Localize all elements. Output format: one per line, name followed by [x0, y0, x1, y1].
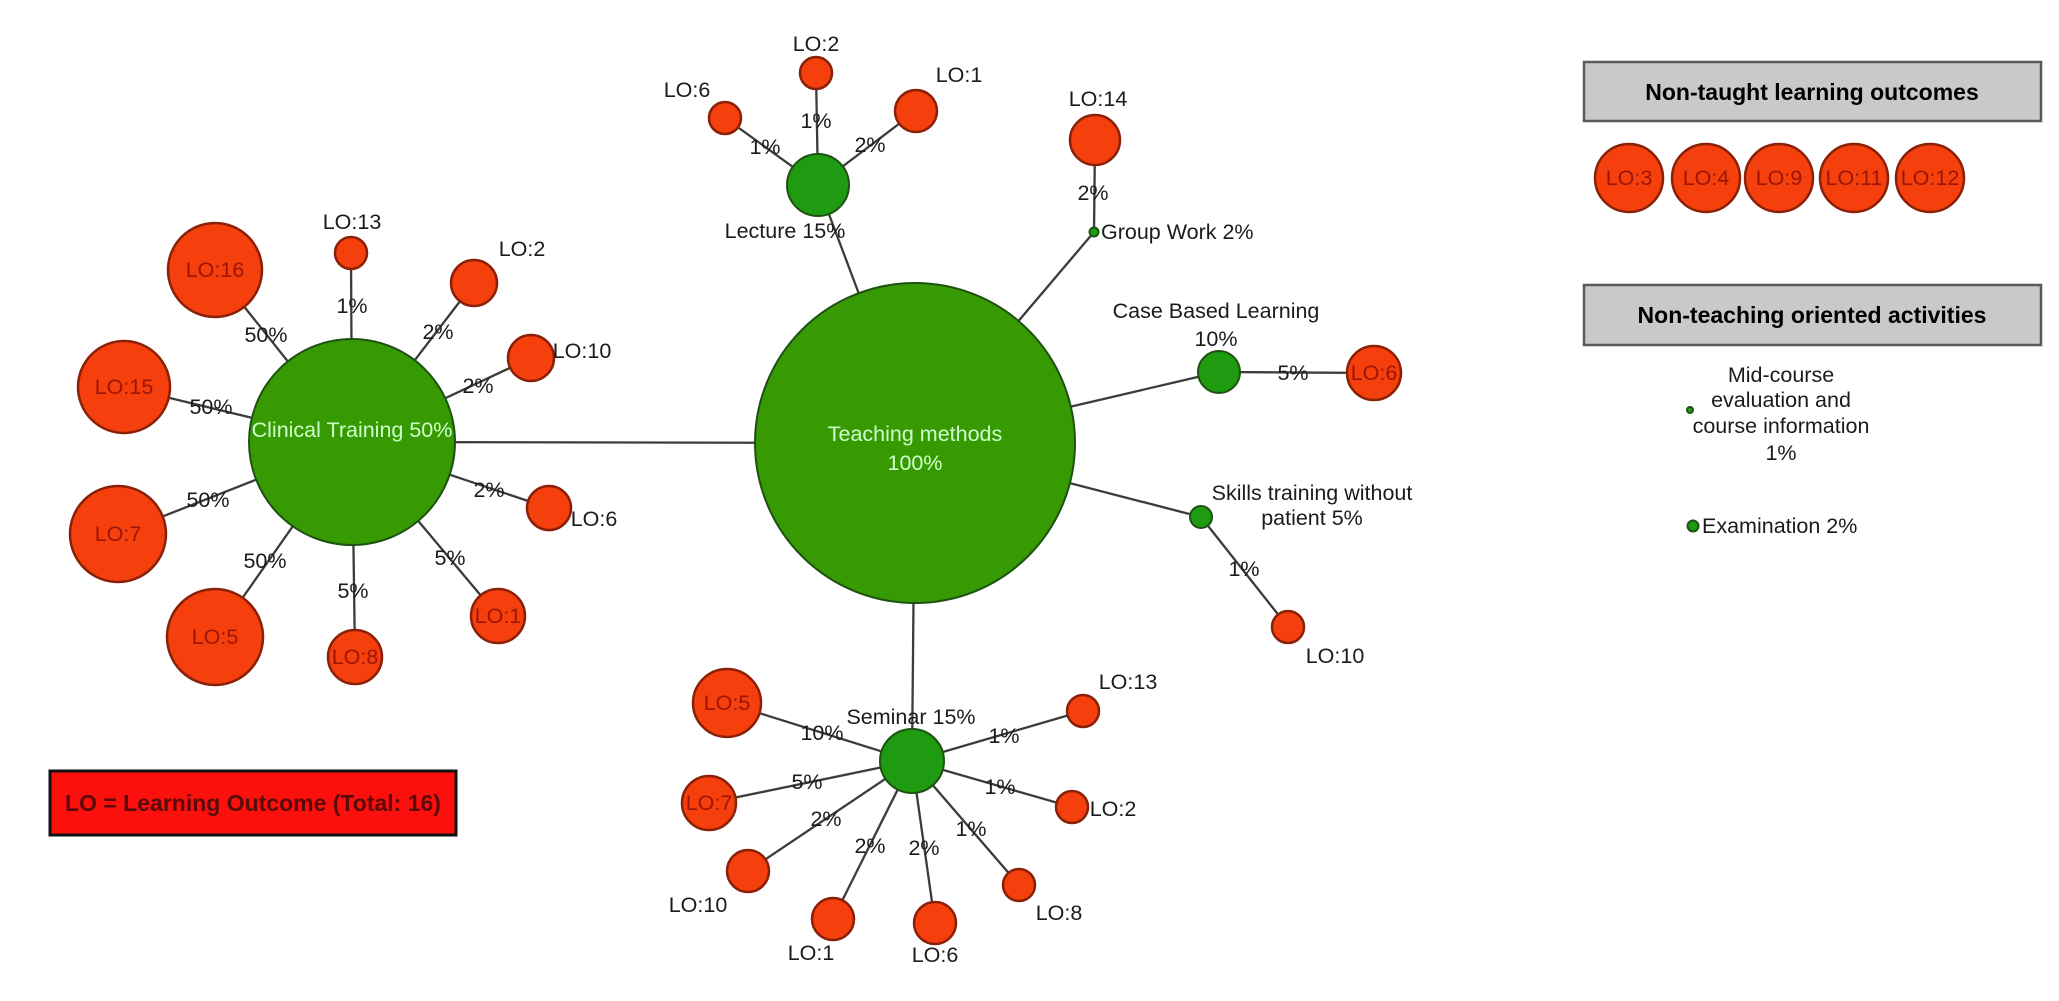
svg-text:Clinical Training 50%: Clinical Training 50% [252, 418, 453, 442]
svg-text:LO:6: LO:6 [664, 78, 711, 102]
svg-text:LO:1: LO:1 [936, 63, 983, 87]
svg-text:2%: 2% [854, 133, 885, 157]
svg-text:Examination 2%: Examination 2% [1702, 514, 1857, 538]
svg-text:50%: 50% [186, 488, 229, 512]
svg-text:1%: 1% [1228, 557, 1259, 581]
svg-text:LO:13: LO:13 [323, 210, 382, 234]
svg-text:2%: 2% [908, 836, 939, 860]
svg-text:LO:10: LO:10 [1306, 644, 1365, 668]
svg-text:LO:6: LO:6 [912, 943, 959, 967]
svg-text:LO:5: LO:5 [192, 625, 239, 649]
svg-text:LO:8: LO:8 [332, 645, 379, 669]
svg-text:5%: 5% [337, 579, 368, 603]
svg-text:LO:5: LO:5 [704, 691, 751, 715]
svg-text:Seminar 15%: Seminar 15% [846, 705, 975, 729]
svg-text:LO:14: LO:14 [1069, 87, 1128, 111]
svg-text:LO:1: LO:1 [788, 941, 835, 965]
svg-text:course information: course information [1693, 414, 1870, 438]
svg-text:Group Work 2%: Group Work 2% [1101, 220, 1254, 244]
svg-text:LO:7: LO:7 [686, 791, 733, 815]
svg-text:LO:7: LO:7 [95, 522, 142, 546]
svg-text:Mid-course: Mid-course [1728, 363, 1834, 387]
svg-text:LO:13: LO:13 [1099, 670, 1158, 694]
svg-text:50%: 50% [244, 323, 287, 347]
svg-text:50%: 50% [243, 549, 286, 573]
svg-text:2%: 2% [422, 320, 453, 344]
svg-text:1%: 1% [988, 724, 1019, 748]
svg-text:Non-teaching oriented activiti: Non-teaching oriented activities [1638, 302, 1987, 328]
svg-text:LO:2: LO:2 [499, 237, 546, 261]
svg-text:LO:2: LO:2 [793, 32, 840, 56]
svg-text:LO:10: LO:10 [553, 339, 612, 363]
svg-text:2%: 2% [810, 807, 841, 831]
svg-text:5%: 5% [1277, 361, 1308, 385]
svg-text:5%: 5% [434, 546, 465, 570]
svg-text:LO:10: LO:10 [669, 893, 728, 917]
svg-text:LO:8: LO:8 [1036, 901, 1083, 925]
svg-text:LO:16: LO:16 [186, 258, 245, 282]
svg-text:1%: 1% [955, 817, 986, 841]
svg-text:LO:1: LO:1 [475, 604, 522, 628]
svg-text:LO = Learning Outcome (Total:: LO = Learning Outcome (Total: 16) [65, 790, 441, 816]
svg-text:1%: 1% [336, 294, 367, 318]
svg-text:Skills training without: Skills training without [1212, 481, 1413, 505]
svg-text:LO:9: LO:9 [1756, 166, 1803, 190]
svg-text:LO:6: LO:6 [571, 507, 618, 531]
svg-text:LO:4: LO:4 [1683, 166, 1730, 190]
svg-text:1%: 1% [749, 135, 780, 159]
svg-text:LO:6: LO:6 [1351, 361, 1398, 385]
svg-text:1%: 1% [1765, 441, 1796, 465]
svg-text:patient 5%: patient 5% [1261, 506, 1363, 530]
svg-text:2%: 2% [462, 374, 493, 398]
svg-text:Case Based Learning: Case Based Learning [1113, 299, 1320, 323]
svg-text:evaluation and: evaluation and [1711, 388, 1851, 412]
svg-text:2%: 2% [854, 834, 885, 858]
svg-text:LO:3: LO:3 [1606, 166, 1653, 190]
svg-text:1%: 1% [800, 109, 831, 133]
svg-text:5%: 5% [791, 770, 822, 794]
svg-text:10%: 10% [1194, 327, 1237, 351]
svg-text:1%: 1% [984, 775, 1015, 799]
svg-text:LO:11: LO:11 [1826, 166, 1883, 190]
svg-text:2%: 2% [473, 478, 504, 502]
svg-text:Teaching methods: Teaching methods [828, 422, 1003, 446]
svg-text:LO:12: LO:12 [1901, 166, 1960, 190]
svg-text:LO:15: LO:15 [95, 375, 154, 399]
svg-text:LO:2: LO:2 [1090, 797, 1137, 821]
svg-text:Lecture 15%: Lecture 15% [725, 219, 846, 243]
svg-text:10%: 10% [800, 721, 843, 745]
svg-text:50%: 50% [189, 395, 232, 419]
svg-text:Non-taught learning outcomes: Non-taught learning outcomes [1645, 79, 1979, 105]
svg-text:2%: 2% [1077, 181, 1108, 205]
svg-text:100%: 100% [888, 451, 943, 475]
